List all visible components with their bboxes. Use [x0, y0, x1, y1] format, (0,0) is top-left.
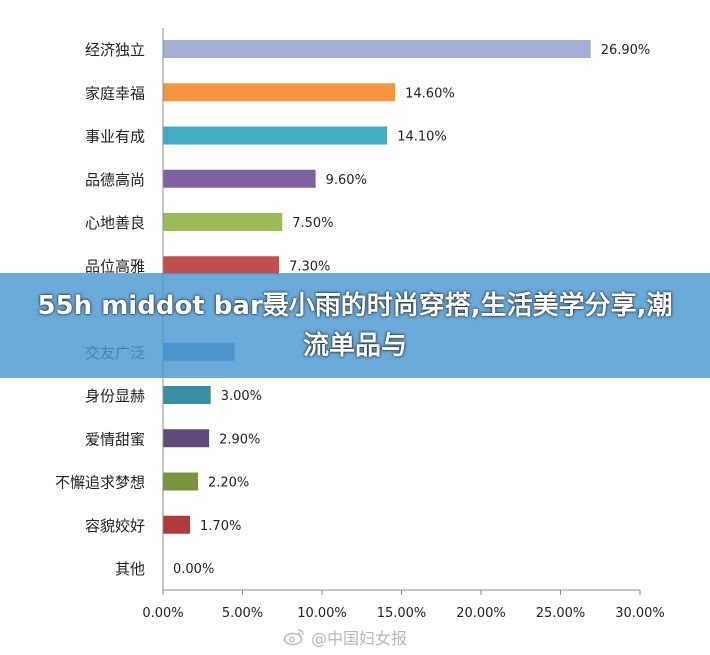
- data-label: 3.00%: [221, 389, 262, 404]
- x-tick-label: 20.00%: [456, 606, 506, 621]
- title-banner: 55h middot bar聂小雨的时尚穿搭,生活美学分享,潮流单品与: [0, 273, 710, 378]
- category-label: 品德高尚: [85, 171, 145, 189]
- bar: [163, 472, 198, 491]
- data-label: 1.70%: [200, 519, 241, 534]
- bar: [163, 83, 396, 102]
- bar: [163, 169, 316, 188]
- category-label: 事业有成: [85, 128, 145, 146]
- data-label: 2.20%: [208, 476, 249, 491]
- x-tick-label: 30.00%: [615, 606, 665, 621]
- data-label: 7.50%: [292, 216, 333, 231]
- watermark-text: @中国妇女报: [311, 629, 408, 648]
- bar: [163, 40, 591, 58]
- category-label: 身份显赫: [85, 387, 145, 405]
- x-tick-label: 10.00%: [297, 606, 347, 621]
- x-tick-label: 0.00%: [142, 606, 183, 621]
- data-label: 7.30%: [289, 259, 330, 274]
- bar: [163, 429, 210, 448]
- category-label: 其他: [115, 560, 145, 578]
- data-label: 2.90%: [219, 432, 260, 447]
- category-label: 经济独立: [85, 41, 145, 59]
- data-label: 14.60%: [405, 86, 455, 101]
- category-label: 心地善良: [85, 214, 145, 232]
- weibo-icon: [283, 629, 304, 646]
- bar: [163, 386, 211, 404]
- category-label: 不懈追求梦想: [55, 474, 145, 492]
- x-tick-label: 25.00%: [536, 606, 586, 621]
- category-label: 容貌姣好: [85, 517, 145, 535]
- x-tick-label: 15.00%: [377, 606, 427, 621]
- category-label: 爱情甜蜜: [85, 430, 145, 448]
- bar: [163, 256, 280, 275]
- bar: [163, 213, 283, 231]
- category-label: 家庭幸福: [85, 84, 145, 102]
- category-label: 品位高雅: [85, 257, 145, 275]
- data-label: 26.90%: [601, 43, 651, 58]
- banner-text: 55h middot bar聂小雨的时尚穿搭,生活美学分享,潮流单品与: [37, 290, 673, 361]
- bar: [163, 126, 388, 145]
- x-tick-label: 5.00%: [222, 606, 263, 621]
- data-label: 9.60%: [326, 173, 367, 188]
- data-label: 0.00%: [173, 562, 214, 577]
- watermark: @中国妇女报: [283, 625, 407, 649]
- data-label: 14.10%: [397, 130, 447, 145]
- bar: [163, 515, 191, 534]
